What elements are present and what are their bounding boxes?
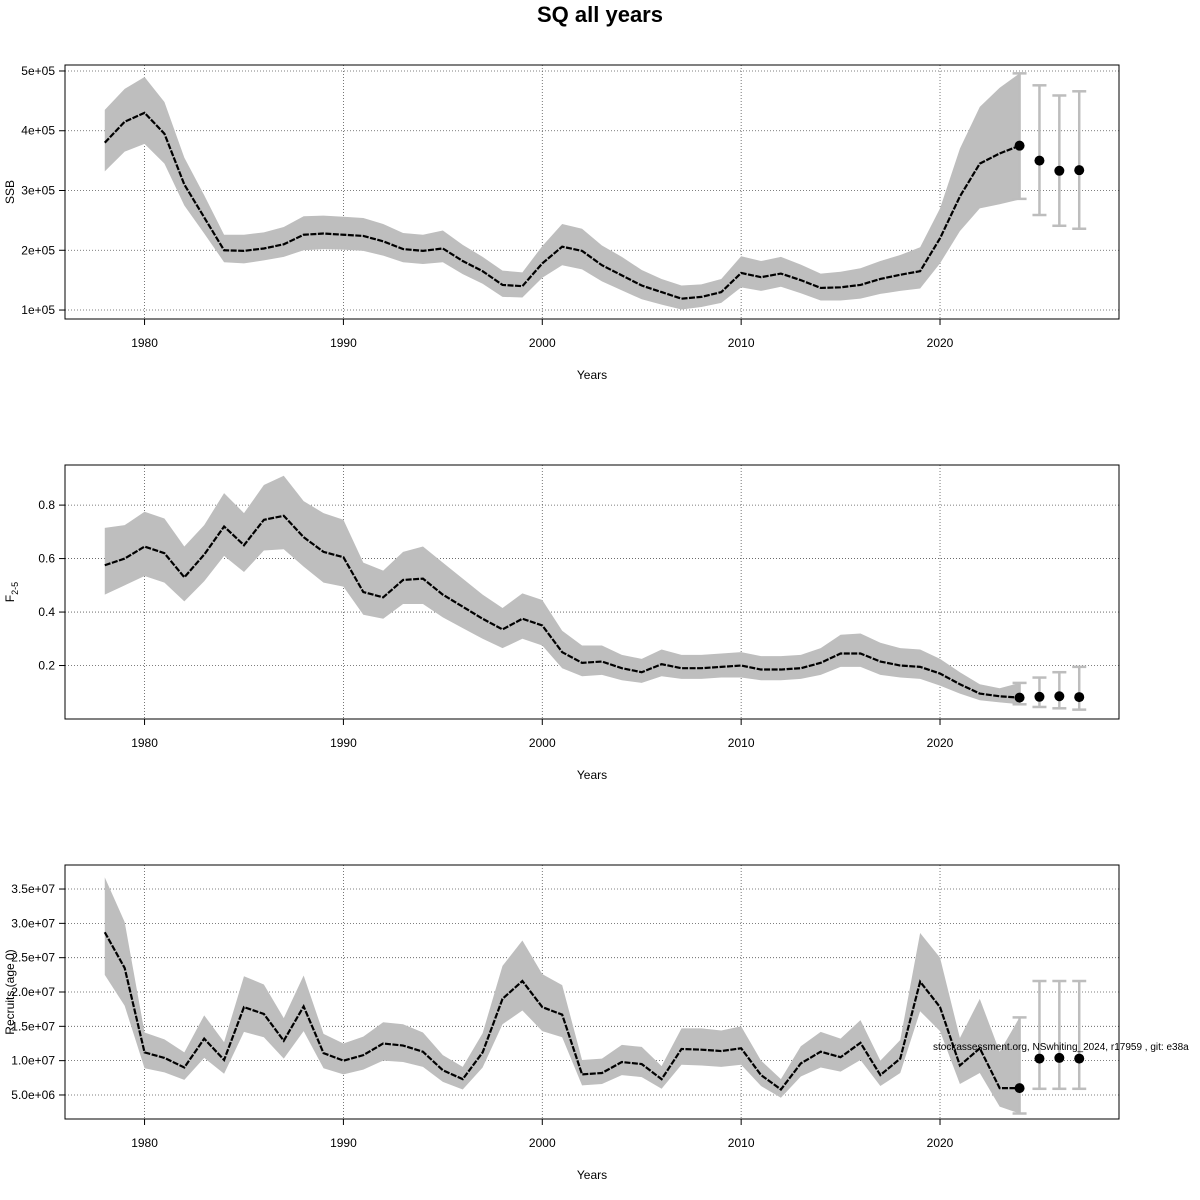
ssb-y-tick-label: 4e+05 — [21, 124, 55, 138]
recruits-forecast-point — [1054, 1052, 1065, 1063]
recruits-estimate-line — [103, 931, 1020, 1092]
recruits-y-tick-label: 1.5e+07 — [11, 1019, 55, 1033]
recruits-y-tick-label: 3.5e+07 — [11, 882, 55, 896]
recruits-y-tick-label: 2.5e+07 — [11, 951, 55, 965]
ssb-y-axis-title: SSB — [3, 180, 17, 204]
recruits-y-axis-title: Recruits (age 0) — [3, 949, 17, 1034]
f-x-tick-label: 2010 — [728, 736, 755, 750]
ssb-x-tick-label: 1990 — [330, 336, 357, 350]
recruits-x-tick-label: 1990 — [330, 1136, 357, 1150]
recruits-y-tick-label: 2.0e+07 — [11, 985, 55, 999]
recruits-confidence-band — [104, 877, 1020, 1114]
watermark-text: stockassessment.org, NSwhiting_2024, r17… — [933, 1042, 1189, 1053]
recruits-x-tick-label: 2010 — [728, 1136, 755, 1150]
ssb-x-tick-label: 2020 — [927, 336, 954, 350]
recruits-y-axis-title-text: Recruits (age 0) — [3, 949, 17, 1034]
f-x-tick-label: 1990 — [330, 736, 357, 750]
recruits-x-tick-label: 1980 — [131, 1136, 158, 1150]
f-y-tick-label: 0.4 — [38, 605, 55, 619]
ssb-forecast-errorbar — [1012, 72, 1027, 201]
f-forecast-point — [1054, 691, 1065, 702]
ssb-forecast-point — [1054, 165, 1065, 176]
ssb-panel: 1980 1990 2000 2010 2020 1e+05 2e+05 3e+05 4e+05… — [3, 64, 1120, 382]
f-forecast-point — [1074, 692, 1085, 703]
f-forecast-point — [1034, 691, 1045, 702]
recruits-forecast-errorbar — [1052, 979, 1067, 1091]
ssb-x-axis-title: Years — [577, 368, 607, 382]
f-estimate-line — [104, 514, 1020, 699]
ssb-estimate-line — [103, 111, 1020, 300]
ssb-x-tick-label: 2000 — [529, 336, 556, 350]
ssb-forecast-errorbar — [1032, 84, 1047, 217]
f-y-tick-label: 0.2 — [38, 659, 55, 673]
f-x-axis-title: Years — [577, 768, 607, 782]
ssb-forecast-errorbar — [1072, 90, 1087, 231]
recruits-forecast-point — [1014, 1083, 1025, 1094]
figure-title: SQ all years — [537, 2, 663, 27]
recruits-y-tick-label: 3.0e+07 — [11, 916, 55, 930]
f-y-tick-label: 0.8 — [38, 498, 55, 512]
f-y-axis-title-subscript: 2-5 — [10, 582, 20, 595]
f-x-tick-label: 2000 — [529, 736, 556, 750]
recruits-forecast-errorbar — [1032, 979, 1047, 1091]
f-y-tick-label: 0.6 — [38, 552, 55, 566]
recruits-x-tick-label: 2000 — [529, 1136, 556, 1150]
f-confidence-band — [104, 475, 1020, 705]
ssb-forecast-errorbar — [1052, 94, 1067, 228]
recruits-x-tick-label: 2020 — [927, 1136, 954, 1150]
ssb-y-tick-label: 3e+05 — [21, 184, 55, 198]
f-forecast-errorbar — [1072, 665, 1087, 711]
f-forecast-errorbar — [1052, 670, 1067, 710]
ssb-y-tick-label: 1e+05 — [21, 303, 55, 317]
recruits-forecast-point — [1034, 1053, 1045, 1064]
f-panel: 1980 1990 2000 2010 2020 0.2 0.4 0.6 0.8 Years F2-… — [3, 464, 1120, 782]
ssb-forecast-point — [1034, 155, 1045, 166]
ssb-y-tick-label: 5e+05 — [21, 64, 55, 78]
recruits-y-tick-label: 5.0e+06 — [11, 1088, 55, 1102]
f-y-axis-title: F2-5 — [3, 582, 20, 602]
recruits-y-tick-label: 1.0e+07 — [11, 1054, 55, 1068]
recruits-forecast-errorbar — [1072, 979, 1087, 1091]
ssb-forecast-point — [1074, 165, 1085, 176]
recruits-forecast-errorbar — [1012, 1016, 1027, 1115]
f-x-tick-label: 1980 — [131, 736, 158, 750]
ssb-x-tick-label: 1980 — [131, 336, 158, 350]
f-forecast-point — [1014, 692, 1025, 703]
f-y-axis-title-text: F — [3, 595, 17, 602]
ssb-confidence-band — [104, 73, 1020, 310]
f-x-tick-label: 2020 — [927, 736, 954, 750]
ssb-y-tick-label: 2e+05 — [21, 243, 55, 257]
ssb-x-tick-label: 2010 — [728, 336, 755, 350]
ssb-forecast-point — [1014, 140, 1025, 151]
recruits-x-axis-title: Years — [577, 1168, 607, 1182]
recruits-panel: 1980 1990 2000 2010 2020 5.0e+06 1.0e+07 1.5e+0… — [3, 864, 1120, 1182]
recruits-forecast-point — [1074, 1053, 1085, 1064]
ssb-y-axis-title-text: SSB — [3, 180, 17, 204]
